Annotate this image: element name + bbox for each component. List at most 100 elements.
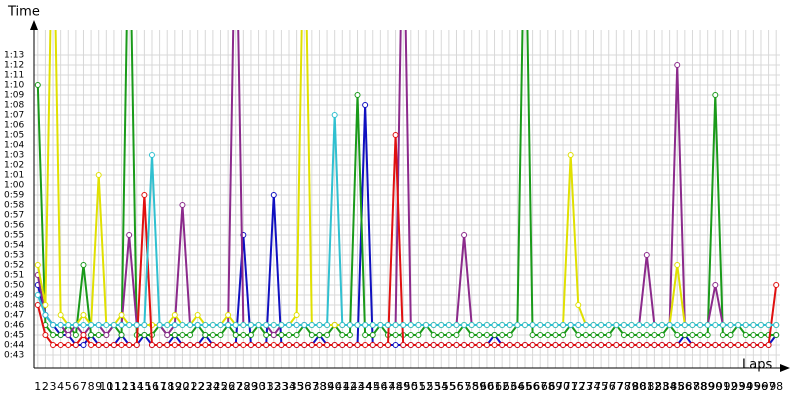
x-tick-label: 8 [88,380,95,393]
x-tick-label: 76 [602,380,616,393]
x-tick-label: 96 [754,380,768,393]
point [697,342,704,348]
x-tick-label: 20 [175,380,189,393]
x-tick-label: 47 [381,380,395,393]
x-tick-label: 44 [358,380,372,393]
x-tick-label: 2 [42,380,49,393]
x-tick-label: 57 [457,380,471,393]
x-tick-label: 87 [685,380,699,393]
point [544,342,551,348]
point [483,342,490,348]
x-tick-label: 18 [160,380,174,393]
point [712,282,719,288]
y-tick-label: 0:54 [4,241,24,251]
y-tick-label: 0:53 [4,251,24,261]
point [590,332,597,338]
point [148,152,155,158]
point [567,342,574,348]
point [468,332,475,338]
point [392,322,399,328]
point [42,302,49,308]
point [171,332,178,338]
y-tick-label: 1:02 [4,161,24,171]
point [613,322,620,328]
point [742,342,749,348]
point [605,332,612,338]
x-tick-label: 7 [80,380,87,393]
x-tick-label: 1 [34,380,41,393]
point [179,322,186,328]
point [110,342,117,348]
point [537,322,544,328]
y-tick-label: 1:09 [4,91,24,101]
point [57,312,64,318]
point [620,332,627,338]
point [742,332,749,338]
x-tick-label: 77 [609,380,623,393]
point [552,342,559,348]
point [605,322,612,328]
x-tick-label: 74 [587,380,601,393]
x-tick-label: 97 [762,380,776,393]
point [308,322,315,328]
point [293,312,300,318]
point [217,342,224,348]
point [42,332,49,338]
point [72,322,79,328]
point [270,192,277,198]
point [521,322,528,328]
point [742,322,749,328]
point [468,322,475,328]
point [659,342,666,348]
x-axis-title: Laps [742,358,772,373]
point [514,342,521,348]
point [362,322,369,328]
point [225,342,232,348]
point [423,342,430,348]
point [430,322,437,328]
point [339,342,346,348]
point [65,332,72,338]
point [765,342,772,348]
x-tick-label: 5 [65,380,72,393]
x-tick-label: 85 [670,380,684,393]
point [156,342,163,348]
point [757,342,764,348]
point [628,322,635,328]
point [133,322,140,328]
point [354,322,361,328]
y-tick-label: 0:49 [4,291,24,301]
y-tick-label: 0:56 [4,221,24,231]
point [476,342,483,348]
point [232,342,239,348]
point [605,342,612,348]
x-arrow [780,364,790,372]
point [430,342,437,348]
point [270,332,277,338]
point [354,92,361,98]
point [95,322,102,328]
point [88,332,95,338]
point [346,342,353,348]
point [232,322,239,328]
point [643,252,650,258]
point [476,322,483,328]
point [461,342,468,348]
x-tick-label: 33 [274,380,288,393]
point [590,322,597,328]
point [362,332,369,338]
point [316,332,323,338]
y-tick-label: 1:12 [4,61,24,71]
point [537,342,544,348]
point [453,332,460,338]
point [681,332,688,338]
point [110,322,117,328]
point [286,342,293,348]
point [384,322,391,328]
y-tick-label: 0:55 [4,231,24,241]
point [50,322,57,328]
x-tick-label: 93 [731,380,745,393]
point [179,202,186,208]
x-tick-label: 35 [290,380,304,393]
x-tick-label: 19 [168,380,182,393]
